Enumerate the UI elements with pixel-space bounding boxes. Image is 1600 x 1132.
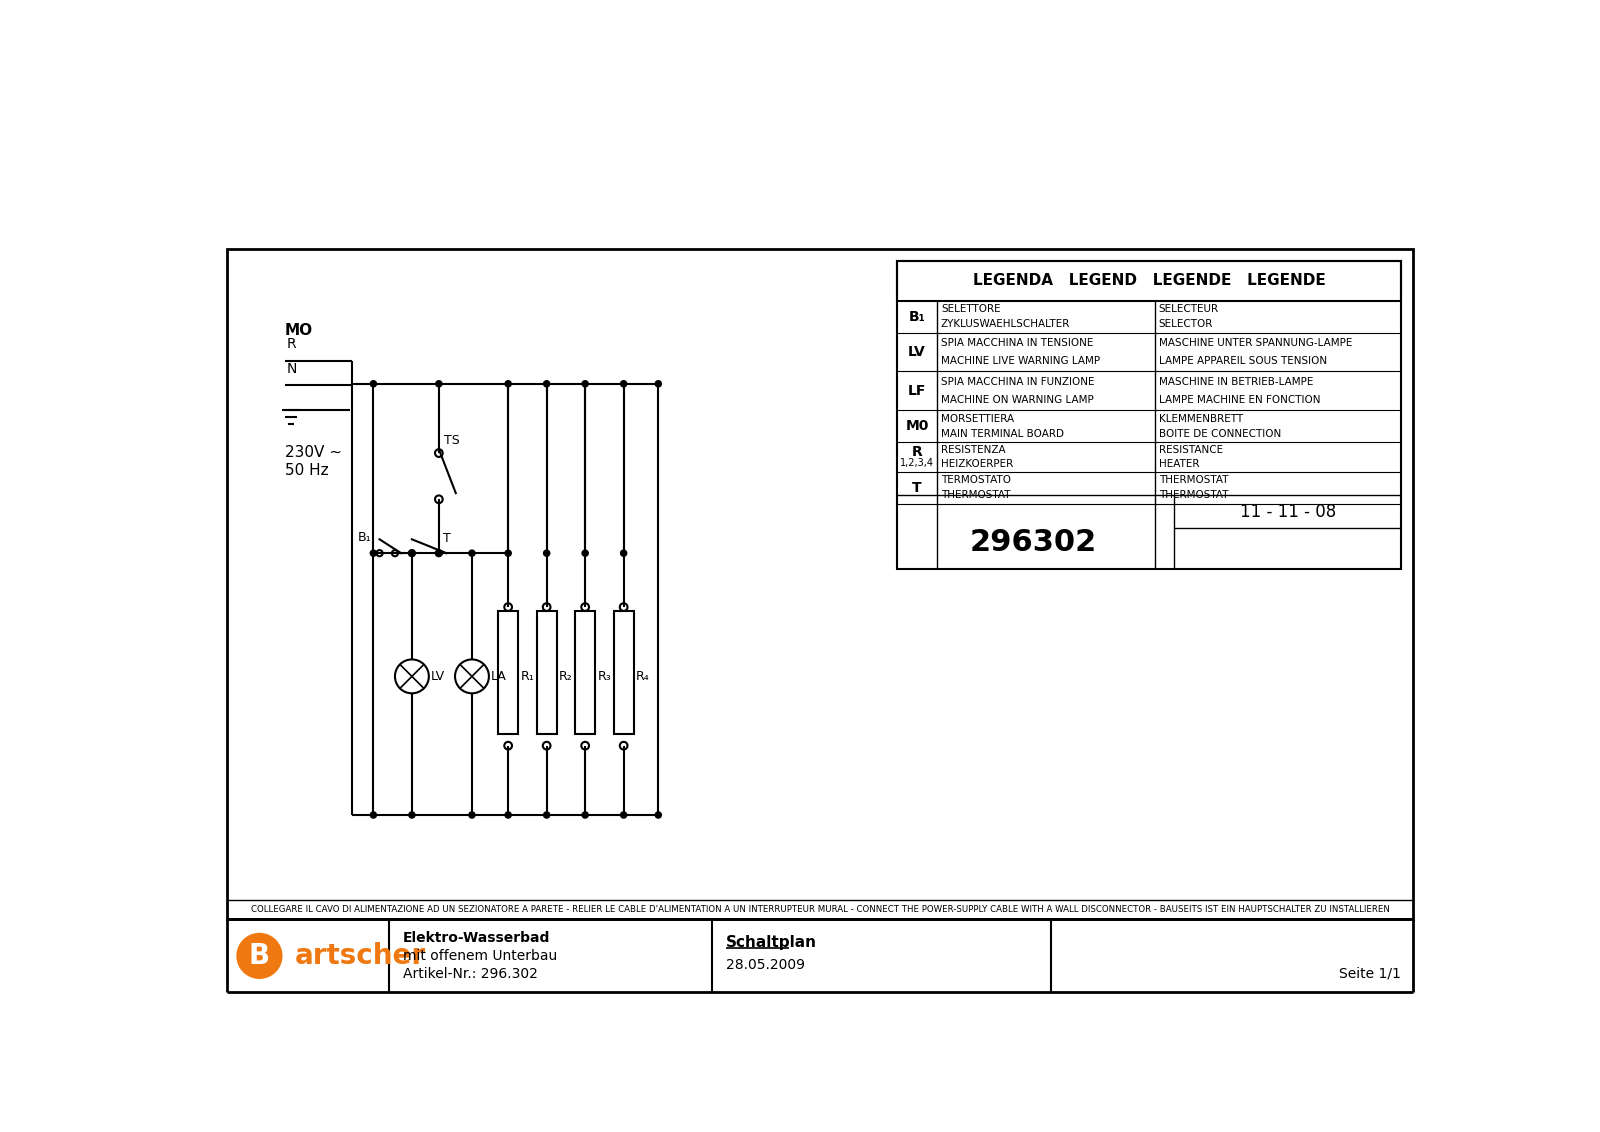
Text: MASCHINE UNTER SPANNUNG-LAMPE: MASCHINE UNTER SPANNUNG-LAMPE <box>1158 338 1352 349</box>
Text: ZYKLUSWAEHLSCHALTER: ZYKLUSWAEHLSCHALTER <box>941 319 1070 329</box>
Text: TERMOSTATO: TERMOSTATO <box>941 475 1011 486</box>
Text: THERMOSTAT: THERMOSTAT <box>1158 490 1229 500</box>
Circle shape <box>506 550 512 556</box>
Text: 1,2,3,4: 1,2,3,4 <box>901 457 934 468</box>
Circle shape <box>544 380 550 387</box>
Circle shape <box>544 550 550 556</box>
Text: MACHINE LIVE WARNING LAMP: MACHINE LIVE WARNING LAMP <box>941 357 1101 366</box>
Text: B: B <box>250 942 270 970</box>
Text: MASCHINE IN BETRIEB-LAMPE: MASCHINE IN BETRIEB-LAMPE <box>1158 377 1314 387</box>
Text: Schaltplan: Schaltplan <box>726 935 818 950</box>
Text: T: T <box>443 532 451 546</box>
Text: R: R <box>912 445 922 458</box>
Circle shape <box>237 933 283 979</box>
Bar <box>574 611 595 735</box>
Text: HEATER: HEATER <box>1158 458 1200 469</box>
Text: N: N <box>286 362 296 376</box>
Circle shape <box>582 812 589 818</box>
Text: BOITE DE CONNECTION: BOITE DE CONNECTION <box>1158 429 1282 438</box>
Text: KLEMMENBRETT: KLEMMENBRETT <box>1158 413 1243 423</box>
Text: 296302: 296302 <box>970 529 1096 557</box>
Circle shape <box>435 380 442 387</box>
Text: LF: LF <box>907 384 926 397</box>
Circle shape <box>656 380 661 387</box>
Text: T: T <box>912 481 922 495</box>
Text: SPIA MACCHINA IN FUNZIONE: SPIA MACCHINA IN FUNZIONE <box>941 377 1094 387</box>
Text: R₄: R₄ <box>635 670 650 683</box>
Text: HEIZKOERPER: HEIZKOERPER <box>941 458 1013 469</box>
Text: MACHINE ON WARNING LAMP: MACHINE ON WARNING LAMP <box>941 395 1094 404</box>
Text: 11 - 11 - 08: 11 - 11 - 08 <box>1240 503 1336 521</box>
Bar <box>227 249 1413 919</box>
Text: 230V ~
50 Hz: 230V ~ 50 Hz <box>285 445 342 478</box>
Text: R: R <box>286 337 296 351</box>
Text: LEGENDA   LEGEND   LEGENDE   LEGENDE: LEGENDA LEGEND LEGENDE LEGENDE <box>973 273 1325 289</box>
Text: B₁: B₁ <box>358 531 371 544</box>
Text: MO: MO <box>285 323 314 337</box>
Circle shape <box>469 812 475 818</box>
Text: R₃: R₃ <box>597 670 611 683</box>
Bar <box>498 611 518 735</box>
Text: R₁: R₁ <box>520 670 534 683</box>
Text: M0: M0 <box>906 419 928 434</box>
Bar <box>614 611 634 735</box>
Text: TS: TS <box>445 434 459 447</box>
Circle shape <box>621 380 627 387</box>
Circle shape <box>410 812 414 818</box>
Text: MORSETTIERA: MORSETTIERA <box>941 413 1014 423</box>
Text: THERMOSTAT: THERMOSTAT <box>1158 475 1229 486</box>
Text: SELECTOR: SELECTOR <box>1158 319 1213 329</box>
Circle shape <box>370 380 376 387</box>
Text: mit offenem Unterbau: mit offenem Unterbau <box>403 949 557 963</box>
Text: Artikel-Nr.: 296.302: Artikel-Nr.: 296.302 <box>403 967 538 980</box>
Text: SELETTORE: SELETTORE <box>941 305 1000 315</box>
Text: SELECTEUR: SELECTEUR <box>1158 305 1219 315</box>
Circle shape <box>435 550 442 556</box>
Circle shape <box>506 812 512 818</box>
Circle shape <box>621 550 627 556</box>
Text: Elektro-Wasserbad: Elektro-Wasserbad <box>403 932 550 945</box>
Text: COLLEGARE IL CAVO DI ALIMENTAZIONE AD UN SEZIONATORE A PARETE - RELIER LE CABLE : COLLEGARE IL CAVO DI ALIMENTAZIONE AD UN… <box>251 906 1389 914</box>
Text: LAMPE APPAREIL SOUS TENSION: LAMPE APPAREIL SOUS TENSION <box>1158 357 1326 366</box>
Bar <box>898 260 1402 301</box>
Text: RESISTANCE: RESISTANCE <box>1158 445 1222 455</box>
Text: Seite 1/1: Seite 1/1 <box>1339 967 1402 980</box>
Text: R₂: R₂ <box>558 670 573 683</box>
Text: LV: LV <box>909 345 926 359</box>
Circle shape <box>544 812 550 818</box>
Circle shape <box>621 812 627 818</box>
Text: LV: LV <box>430 670 445 683</box>
Text: 28.05.2009: 28.05.2009 <box>726 958 805 972</box>
Text: LAMPE MACHINE EN FONCTION: LAMPE MACHINE EN FONCTION <box>1158 395 1320 404</box>
Circle shape <box>370 550 376 556</box>
Text: LA: LA <box>491 670 507 683</box>
Circle shape <box>410 550 414 556</box>
Circle shape <box>656 812 661 818</box>
Bar <box>898 260 1402 568</box>
Circle shape <box>506 380 512 387</box>
Circle shape <box>469 550 475 556</box>
Text: THERMOSTAT: THERMOSTAT <box>941 490 1010 500</box>
Text: MAIN TERMINAL BOARD: MAIN TERMINAL BOARD <box>941 429 1064 438</box>
Bar <box>536 611 557 735</box>
Circle shape <box>370 812 376 818</box>
Circle shape <box>582 550 589 556</box>
Text: SPIA MACCHINA IN TENSIONE: SPIA MACCHINA IN TENSIONE <box>941 338 1093 349</box>
Text: B₁: B₁ <box>909 310 925 324</box>
Text: artscher: artscher <box>294 942 426 970</box>
Circle shape <box>582 380 589 387</box>
Text: RESISTENZA: RESISTENZA <box>941 445 1005 455</box>
